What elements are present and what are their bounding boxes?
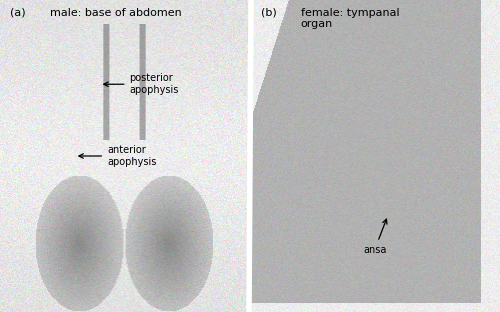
Text: ansa: ansa: [363, 219, 387, 255]
Text: posterior
apophysis: posterior apophysis: [104, 73, 179, 95]
Text: female: tympanal
organ: female: tympanal organ: [301, 8, 400, 29]
Text: male: base of abdomen: male: base of abdomen: [50, 8, 182, 18]
Text: anterior
apophysis: anterior apophysis: [79, 145, 156, 167]
Text: (a): (a): [10, 8, 26, 18]
Text: (b): (b): [261, 8, 276, 18]
